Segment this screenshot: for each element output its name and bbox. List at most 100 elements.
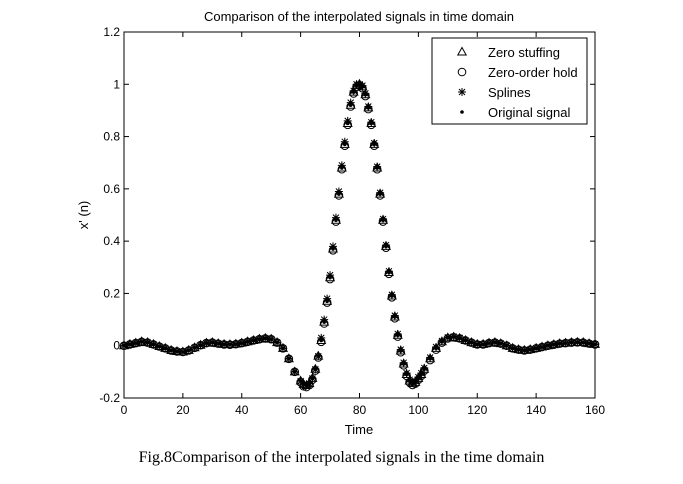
- point-dot: [593, 342, 597, 347]
- x-tick-label: 80: [353, 403, 367, 417]
- point-dot: [322, 320, 326, 324]
- point-dot: [310, 376, 315, 381]
- point-dot: [334, 218, 338, 223]
- point-dot: [210, 340, 215, 345]
- point-dot: [422, 367, 427, 372]
- x-tick-label: 100: [408, 403, 428, 417]
- point-dot: [551, 342, 556, 347]
- point-triangle: [401, 368, 412, 378]
- y-tick-label: 1.2: [103, 25, 120, 39]
- y-axis-label: x' (n): [76, 201, 91, 229]
- point-dot: [410, 381, 415, 386]
- point-dot: [419, 372, 424, 377]
- point-star: [337, 161, 346, 170]
- point-dot: [192, 346, 197, 350]
- point-dot: [401, 362, 406, 366]
- point-triangle: [386, 290, 397, 300]
- point-dot: [434, 346, 438, 351]
- point-dot: [228, 342, 232, 347]
- point-dot: [398, 349, 403, 353]
- y-tick-label: -0.2: [99, 391, 120, 405]
- point-dot: [222, 342, 226, 347]
- point-star: [340, 137, 349, 146]
- point-dot: [348, 103, 353, 107]
- y-tick-label: 0.2: [103, 286, 120, 300]
- point-dot: [301, 382, 306, 387]
- point-dot: [331, 247, 335, 251]
- legend-label: Zero stuffing: [488, 45, 560, 60]
- point-dot: [587, 341, 591, 346]
- point-dot: [151, 342, 156, 347]
- point-dot: [342, 142, 347, 147]
- point-star: [346, 98, 355, 107]
- point-dot: [307, 381, 312, 386]
- point-dot: [378, 192, 382, 196]
- point-dot: [522, 348, 527, 353]
- point-dot: [463, 338, 468, 343]
- point-dot: [263, 336, 268, 341]
- point-triangle: [372, 162, 383, 172]
- x-tick-label: 140: [526, 403, 546, 417]
- y-tick-label: 0.8: [103, 130, 120, 144]
- x-axis-label: Time: [345, 422, 373, 437]
- point-dot: [384, 244, 388, 249]
- point-triangle: [380, 240, 392, 250]
- point-dot: [451, 335, 456, 339]
- y-tick-label: 0.4: [103, 234, 120, 248]
- point-dot: [528, 347, 533, 352]
- point-triangle: [398, 358, 409, 368]
- x-tick-label: 0: [121, 403, 128, 417]
- point-star: [317, 333, 326, 342]
- point-dot: [360, 85, 365, 89]
- point-triangle: [369, 138, 380, 148]
- point-dot: [395, 333, 400, 338]
- point-dot: [387, 270, 391, 275]
- point-triangle: [366, 117, 377, 127]
- legend-marker-circle: [457, 67, 467, 77]
- point-dot: [504, 343, 509, 348]
- x-tick-label: 160: [585, 403, 605, 417]
- point-dot: [319, 338, 324, 343]
- x-tick-label: 60: [294, 403, 308, 417]
- point-dot: [257, 337, 262, 341]
- point-dot: [340, 166, 344, 170]
- point-dot: [345, 121, 350, 126]
- point-dot: [357, 82, 362, 87]
- point-dot: [298, 379, 303, 383]
- point-dot: [407, 379, 412, 383]
- point-dot: [316, 354, 321, 358]
- point-triangle: [383, 266, 394, 277]
- y-tick-label: 1: [113, 77, 120, 91]
- point-dot: [133, 341, 138, 345]
- y-tick-label: 0: [113, 339, 120, 353]
- point-dot: [457, 336, 462, 341]
- point-dot: [351, 90, 356, 94]
- point-dot: [534, 346, 538, 351]
- point-dot: [363, 92, 368, 97]
- point-dot: [575, 340, 580, 345]
- point-dot: [581, 340, 586, 345]
- point-star: [326, 271, 335, 280]
- point-triangle: [363, 102, 374, 112]
- point-dot: [163, 346, 168, 351]
- point-star: [329, 242, 338, 251]
- point-dot: [469, 340, 474, 345]
- point-dot: [428, 356, 432, 361]
- legend-label: Splines: [488, 85, 531, 100]
- point-dot: [198, 343, 203, 347]
- y-tick-label: 0.6: [103, 182, 120, 196]
- point-dot: [281, 346, 285, 351]
- axis-ticks: 0 20 40 60 80 100 120 140 160-0.200.20.40.60.811…: [99, 25, 605, 417]
- point-dot: [563, 341, 568, 345]
- point-dot: [487, 341, 491, 345]
- point-triangle: [348, 86, 359, 96]
- point-dot: [157, 344, 162, 349]
- point-triangle: [392, 329, 403, 339]
- series-star: [120, 80, 599, 390]
- point-dot: [446, 336, 450, 340]
- figure-caption: Fig.8Comparison of the interpolated sign…: [138, 449, 545, 466]
- point-dot: [245, 339, 250, 344]
- point-dot: [275, 340, 279, 345]
- legend-label: Zero-order hold: [488, 65, 578, 80]
- point-triangle: [425, 353, 436, 363]
